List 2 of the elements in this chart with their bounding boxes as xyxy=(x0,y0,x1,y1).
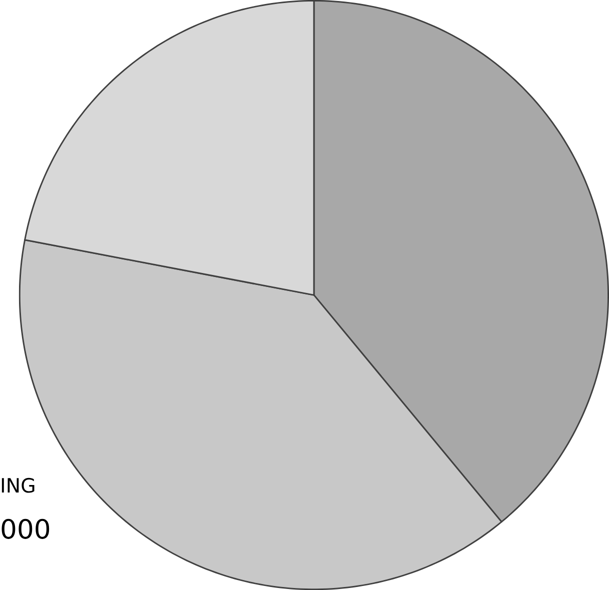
text: 000 xyxy=(2,518,50,539)
text: ING xyxy=(2,478,34,493)
